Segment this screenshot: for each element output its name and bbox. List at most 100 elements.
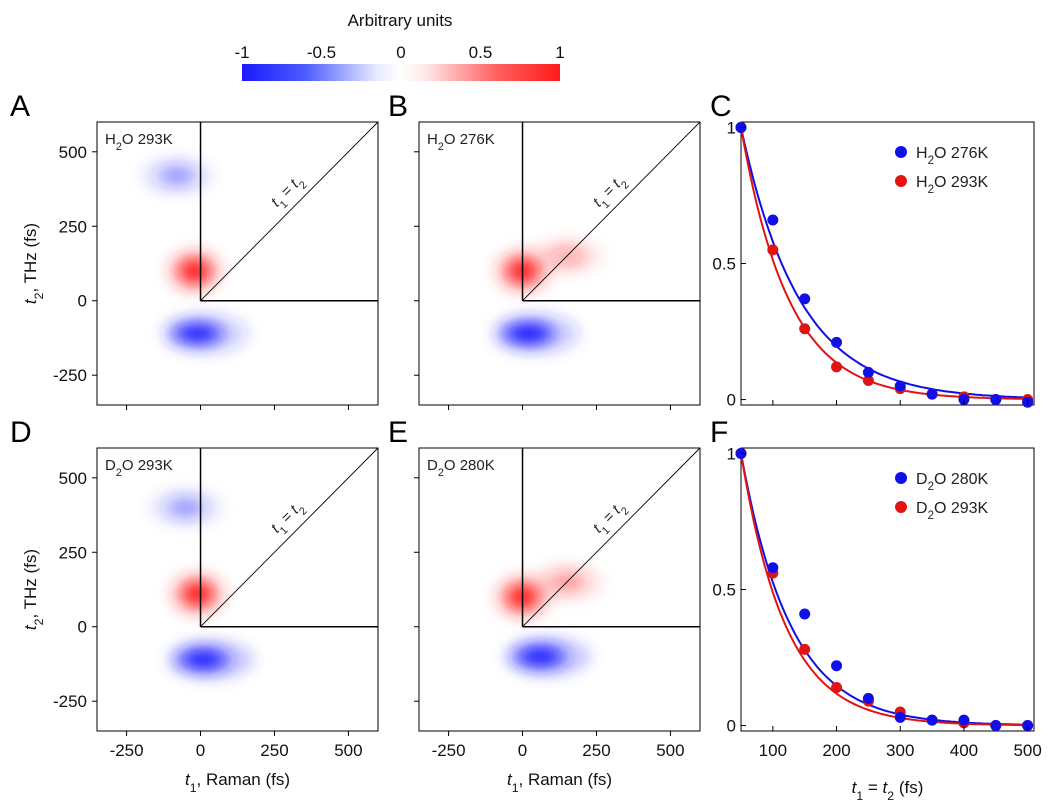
data-point: [767, 244, 779, 256]
data-point: [926, 714, 938, 726]
data-point: [767, 562, 779, 574]
x-tick-label: 0: [196, 741, 205, 760]
panel-c: H2O 276K H2O 293K 0 0.5 1: [712, 118, 1035, 410]
x-tick-label: 400: [950, 741, 978, 760]
legend-marker: [895, 501, 907, 513]
fit-curve: [740, 127, 1028, 400]
colorbar-title: Arbitrary units: [348, 11, 453, 30]
panel-f: D2O 280K D2O 293K 100 200 300 400 500 0 0.5 1 t1 =…: [712, 444, 1041, 800]
x-tick-label: 500: [656, 741, 684, 760]
data-point: [862, 692, 874, 704]
data-point: [831, 660, 843, 672]
contour-region: [186, 585, 209, 603]
colorbar: Arbitrary units -1 -0.5 0 0.5 1: [234, 11, 565, 81]
contour-region: [523, 648, 558, 665]
y-tick-label: 500: [59, 469, 87, 488]
x-tick-label: 250: [260, 741, 288, 760]
diagonal-line: [522, 121, 701, 302]
y-axis-label: t2, THz (fs): [21, 223, 46, 304]
legend-marker: [895, 146, 907, 158]
x-tick-label: -250: [110, 741, 144, 760]
colorbar-tick-label: 0: [396, 43, 405, 62]
data-point: [799, 323, 811, 335]
y-tick-label: 0: [727, 717, 736, 736]
contour-map: [494, 562, 606, 677]
colorbar-tick-label: -0.5: [307, 43, 336, 62]
x-tick-label: 500: [334, 741, 362, 760]
contour-region: [180, 325, 215, 342]
data-point: [990, 394, 1002, 406]
x-tick-label: 500: [1013, 741, 1041, 760]
y-tick-label: -250: [53, 366, 87, 385]
legend-label: H2O 293K: [916, 174, 989, 196]
data-point: [831, 336, 843, 348]
legend-marker: [895, 472, 907, 484]
panel-letter: D: [10, 416, 32, 449]
x-tick-label: 100: [759, 741, 787, 760]
contour-region: [511, 325, 546, 342]
inset-label: D2O 293K: [105, 457, 173, 479]
x-axis-label: t1 = t2 (fs): [852, 778, 924, 800]
y-tick-label: 0: [78, 292, 87, 311]
y-axis-label: t2, THz (fs): [21, 549, 46, 630]
x-tick-label: -250: [432, 741, 466, 760]
legend-label: D2O 293K: [916, 500, 989, 522]
data-point: [831, 361, 843, 373]
data-point: [799, 643, 811, 655]
legend-label: H2O 276K: [916, 145, 989, 167]
data-point: [926, 388, 938, 400]
data-point: [799, 293, 811, 305]
panel-letter: B: [388, 90, 408, 123]
panel-letter: A: [10, 90, 30, 123]
fit-curve: [740, 127, 1028, 399]
plot-frame: [96, 121, 379, 406]
colorbar-gradient: [242, 64, 560, 81]
inset-label: H2O 293K: [105, 131, 173, 153]
plot-frame: [740, 121, 1035, 406]
data-point: [767, 214, 779, 226]
legend-marker: [895, 175, 907, 187]
plot-frame: [96, 447, 379, 732]
fit-curve: [740, 453, 1028, 727]
contour-region: [183, 262, 206, 280]
x-tick-label: 250: [582, 741, 610, 760]
x-tick-label: 200: [822, 741, 850, 760]
colorbar-tick-label: 0.5: [469, 43, 493, 62]
inset-label: H2O 276K: [427, 131, 495, 153]
y-tick-label: 500: [59, 143, 87, 162]
panel-letter: F: [710, 416, 728, 449]
y-tick-label: 0: [727, 391, 736, 410]
x-axis-label: t1, Raman (fs): [185, 770, 290, 795]
plot-frame: [418, 121, 701, 406]
diagonal-line: [522, 447, 701, 628]
y-tick-label: 0: [78, 618, 87, 637]
panel-letter: E: [388, 416, 408, 449]
y-tick-label: 1: [727, 118, 736, 137]
colorbar-tick-label: 1: [555, 43, 564, 62]
contour-map: [137, 155, 249, 354]
x-axis-label: t1, Raman (fs): [507, 770, 612, 795]
contour-region: [161, 167, 192, 184]
data-point: [862, 366, 874, 378]
plot-frame: [418, 447, 701, 732]
data-point: [894, 380, 906, 392]
plot-frame: [740, 447, 1035, 732]
data-point: [799, 608, 811, 620]
x-tick-label: 300: [886, 741, 914, 760]
contour-region: [170, 499, 201, 516]
y-tick-label: -250: [53, 692, 87, 711]
diagonal-line: [200, 121, 379, 302]
y-tick-label: 250: [59, 543, 87, 562]
y-tick-label: 0.5: [712, 255, 736, 274]
panel-letter: C: [710, 90, 732, 123]
legend-label: D2O 280K: [916, 471, 989, 493]
data-point: [831, 681, 843, 693]
data-point: [958, 714, 970, 726]
x-tick-label: 0: [518, 741, 527, 760]
y-tick-label: 250: [59, 217, 87, 236]
